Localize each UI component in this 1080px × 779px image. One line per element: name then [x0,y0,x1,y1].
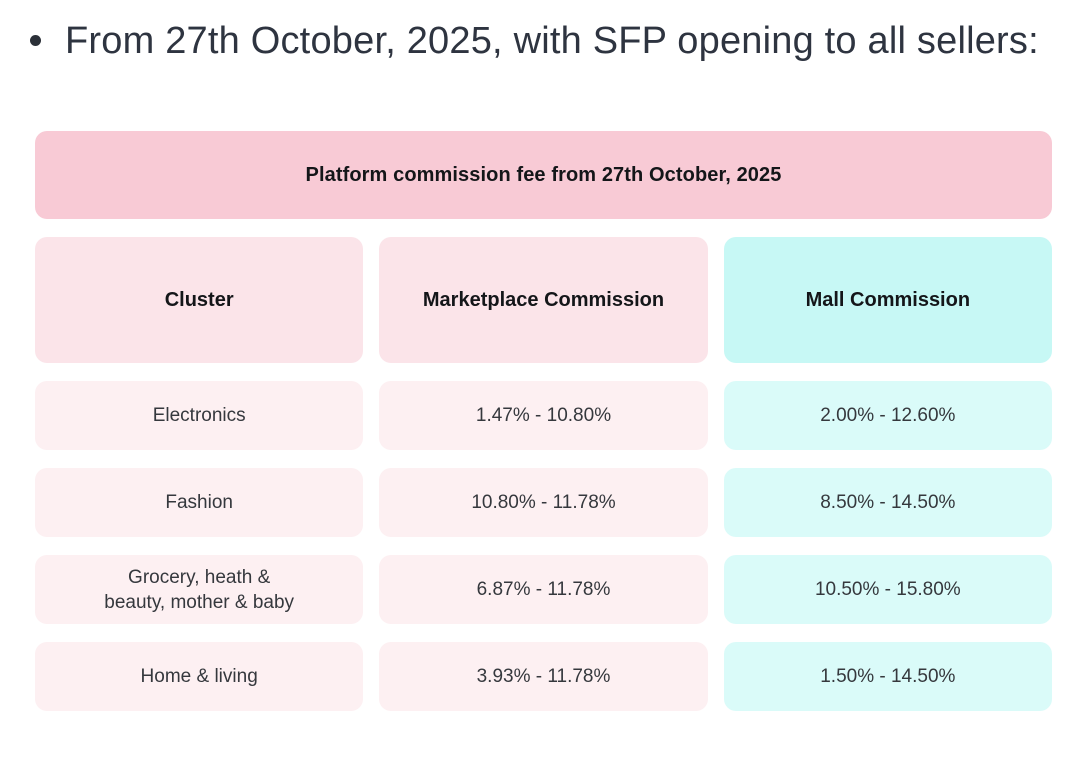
table-cell-cluster: Grocery, heath & beauty, mother & baby [35,555,364,624]
table-cell-marketplace: 1.47% - 10.80% [379,381,708,450]
bullet-icon [30,35,41,46]
column-header-marketplace-commission: Marketplace Commission [379,237,708,363]
table-cell-marketplace: 6.87% - 11.78% [379,555,708,624]
column-header-cluster: Cluster [35,237,364,363]
table-cell-mall: 10.50% - 15.80% [723,555,1052,624]
table-cell-cluster: Home & living [35,642,364,711]
table-cell-cluster: Electronics [35,381,364,450]
table-cell-cluster: Fashion [35,468,364,537]
table-cell-mall: 8.50% - 14.50% [723,468,1052,537]
commission-fee-table: Platform commission fee from 27th Octobe… [35,131,1052,711]
intro-bullet-item: From 27th October, 2025, with SFP openin… [0,0,1080,74]
table-cell-marketplace: 3.93% - 11.78% [379,642,708,711]
table-cell-mall: 2.00% - 12.60% [723,381,1052,450]
table-title-banner: Platform commission fee from 27th Octobe… [35,131,1052,219]
table-cell-mall: 1.50% - 14.50% [723,642,1052,711]
table-cell-marketplace: 10.80% - 11.78% [379,468,708,537]
column-header-mall-commission: Mall Commission [723,237,1052,363]
intro-text: From 27th October, 2025, with SFP openin… [65,20,1039,62]
